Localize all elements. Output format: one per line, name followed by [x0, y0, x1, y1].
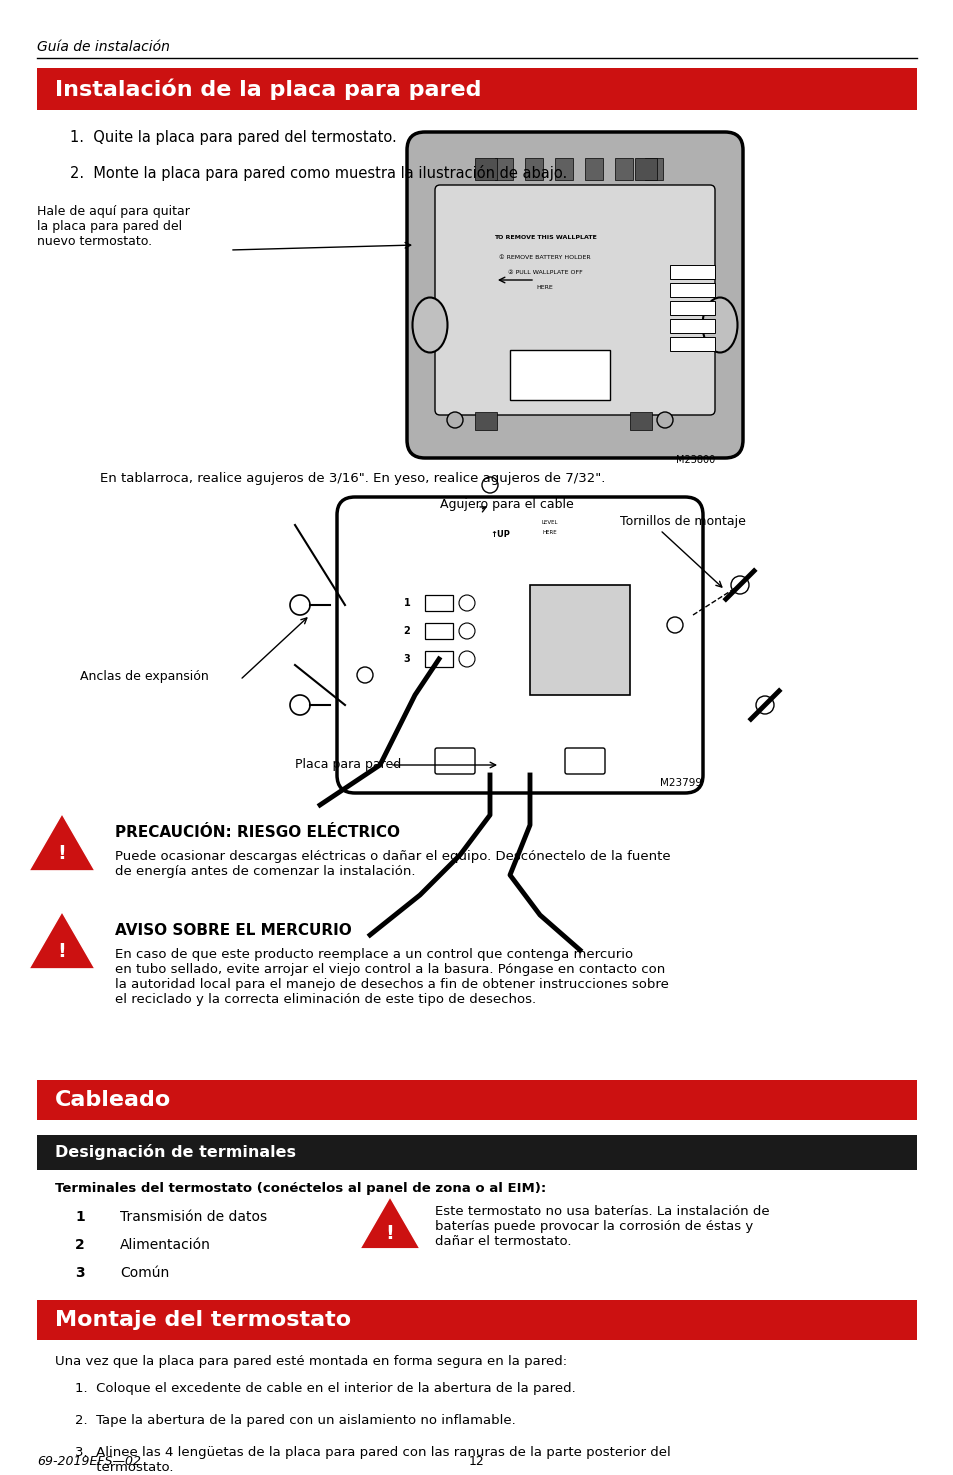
Text: ↑UP: ↑UP	[490, 530, 510, 538]
Text: 1: 1	[403, 597, 410, 608]
Text: 2.  Tape la abertura de la pared con un aislamiento no inflamable.: 2. Tape la abertura de la pared con un a…	[75, 1415, 516, 1426]
Bar	[584, 158, 602, 180]
Polygon shape	[359, 1196, 419, 1249]
Bar	[669, 283, 714, 296]
Text: 1.  Quite la placa para pared del termostato.: 1. Quite la placa para pared del termost…	[70, 130, 396, 145]
Text: En caso de que este producto reemplace a un control que contenga mercurio
en tub: En caso de que este producto reemplace a…	[115, 948, 668, 1006]
Text: HERE: HERE	[536, 285, 553, 291]
Bar	[629, 412, 651, 431]
Text: 3: 3	[75, 1266, 85, 1280]
Text: Puede ocasionar descargas eléctricas o dañar el equipo. Descónectelo de la fuent: Puede ocasionar descargas eléctricas o d…	[115, 850, 670, 878]
FancyBboxPatch shape	[336, 497, 702, 794]
FancyBboxPatch shape	[435, 184, 714, 414]
Text: TO REMOVE THIS WALLPLATE: TO REMOVE THIS WALLPLATE	[493, 235, 596, 240]
Circle shape	[458, 594, 475, 611]
Circle shape	[666, 617, 682, 633]
Bar	[669, 266, 714, 279]
Circle shape	[657, 412, 672, 428]
Text: Hale de aquí para quitar
la placa para pared del
nuevo termostato.: Hale de aquí para quitar la placa para p…	[37, 205, 190, 248]
Circle shape	[730, 577, 748, 594]
Bar	[424, 594, 453, 611]
Text: 2.  Monte la placa para pared como muestra la ilustración de abajo.: 2. Monte la placa para pared como muestr…	[70, 165, 567, 181]
FancyBboxPatch shape	[407, 131, 742, 459]
Circle shape	[356, 667, 373, 683]
Ellipse shape	[412, 298, 447, 353]
Text: PRECAUCIÓN: RIESGO ELÉCTRICO: PRECAUCIÓN: RIESGO ELÉCTRICO	[115, 825, 399, 839]
Bar	[669, 319, 714, 333]
Bar	[475, 158, 497, 180]
Text: Cableado: Cableado	[55, 1090, 172, 1111]
Text: Común: Común	[120, 1266, 169, 1280]
Circle shape	[290, 695, 310, 715]
Bar	[669, 336, 714, 351]
Text: Alimentación: Alimentación	[120, 1238, 211, 1252]
Text: 3: 3	[403, 653, 410, 664]
Text: Tornillos de montaje: Tornillos de montaje	[619, 515, 745, 528]
Circle shape	[458, 650, 475, 667]
Text: LEVEL: LEVEL	[541, 521, 558, 525]
Polygon shape	[29, 814, 95, 870]
Text: 1.  Coloque el excedente de cable en el interior de la abertura de la pared.: 1. Coloque el excedente de cable en el i…	[75, 1382, 576, 1395]
Bar	[495, 158, 513, 180]
Text: Montaje del termostato: Montaje del termostato	[55, 1310, 351, 1330]
Text: M23800: M23800	[675, 454, 714, 465]
Text: !: !	[385, 1224, 394, 1243]
FancyBboxPatch shape	[564, 748, 604, 774]
Bar	[510, 350, 609, 400]
Bar	[37, 68, 916, 111]
Text: 2: 2	[403, 625, 410, 636]
Bar	[669, 301, 714, 316]
Text: Instalación de la placa para pared: Instalación de la placa para pared	[55, 78, 481, 100]
Text: 2: 2	[75, 1238, 85, 1252]
Text: Guía de instalación: Guía de instalación	[37, 40, 170, 55]
Text: En tablarroca, realice agujeros de 3/16". En yeso, realice agujeros de 7/32".: En tablarroca, realice agujeros de 3/16"…	[100, 472, 605, 485]
Text: Este termostato no usa baterías. La instalación de
baterías puede provocar la co: Este termostato no usa baterías. La inst…	[435, 1205, 769, 1248]
Circle shape	[755, 696, 773, 714]
Bar	[524, 158, 542, 180]
Bar	[37, 1080, 916, 1120]
Circle shape	[458, 622, 475, 639]
Bar	[530, 586, 629, 695]
Text: Una vez que la placa para pared esté montada en forma segura en la pared:: Una vez que la placa para pared esté mon…	[55, 1356, 566, 1367]
Bar	[555, 158, 573, 180]
Bar	[635, 158, 657, 180]
Text: !: !	[57, 844, 67, 863]
Text: Anclas de expansión: Anclas de expansión	[80, 670, 209, 683]
Text: ① REMOVE BATTERY HOLDER: ① REMOVE BATTERY HOLDER	[498, 255, 590, 260]
Text: Transmisión de datos: Transmisión de datos	[120, 1210, 267, 1224]
Text: Placa para pared: Placa para pared	[294, 758, 401, 771]
Text: Agujero para el cable: Agujero para el cable	[439, 499, 573, 510]
FancyBboxPatch shape	[435, 748, 475, 774]
Text: 3.  Alinee las 4 lengüetas de la placa para pared con las ranuras de la parte po: 3. Alinee las 4 lengüetas de la placa pa…	[75, 1446, 670, 1474]
Circle shape	[447, 412, 462, 428]
Ellipse shape	[701, 298, 737, 353]
Text: Terminales del termostato (conéctelos al panel de zona o al EIM):: Terminales del termostato (conéctelos al…	[55, 1181, 546, 1195]
Text: 12: 12	[469, 1454, 484, 1468]
Text: 1: 1	[75, 1210, 85, 1224]
Bar	[644, 158, 662, 180]
Bar	[37, 1134, 916, 1170]
Text: M23799: M23799	[659, 777, 701, 788]
Text: Designación de terminales: Designación de terminales	[55, 1145, 295, 1159]
Text: !: !	[57, 943, 67, 962]
Polygon shape	[29, 912, 95, 969]
Bar	[424, 622, 453, 639]
Bar	[475, 412, 497, 431]
Circle shape	[290, 594, 310, 615]
Text: AVISO SOBRE EL MERCURIO: AVISO SOBRE EL MERCURIO	[115, 923, 352, 938]
Text: 69-2019EFS—02: 69-2019EFS—02	[37, 1454, 141, 1468]
Text: ② PULL WALLPLATE OFF: ② PULL WALLPLATE OFF	[507, 270, 581, 274]
Circle shape	[481, 476, 497, 493]
Bar	[424, 650, 453, 667]
Bar	[615, 158, 633, 180]
Bar	[37, 1299, 916, 1339]
Text: HERE: HERE	[542, 530, 557, 535]
